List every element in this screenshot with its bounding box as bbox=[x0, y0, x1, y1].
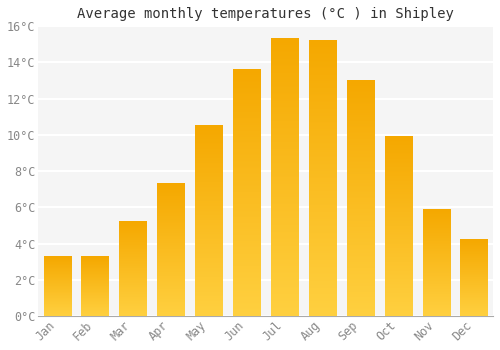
Bar bbox=[157, 184, 184, 316]
Bar bbox=[44, 256, 71, 316]
Bar bbox=[271, 39, 298, 316]
Bar bbox=[347, 80, 374, 316]
Bar bbox=[384, 137, 412, 316]
Bar bbox=[422, 209, 450, 316]
Bar bbox=[120, 222, 146, 316]
Bar bbox=[195, 126, 222, 316]
Bar bbox=[233, 70, 260, 316]
Bar bbox=[309, 41, 336, 316]
Bar bbox=[460, 240, 487, 316]
Bar bbox=[82, 256, 108, 316]
Title: Average monthly temperatures (°C ) in Shipley: Average monthly temperatures (°C ) in Sh… bbox=[77, 7, 454, 21]
